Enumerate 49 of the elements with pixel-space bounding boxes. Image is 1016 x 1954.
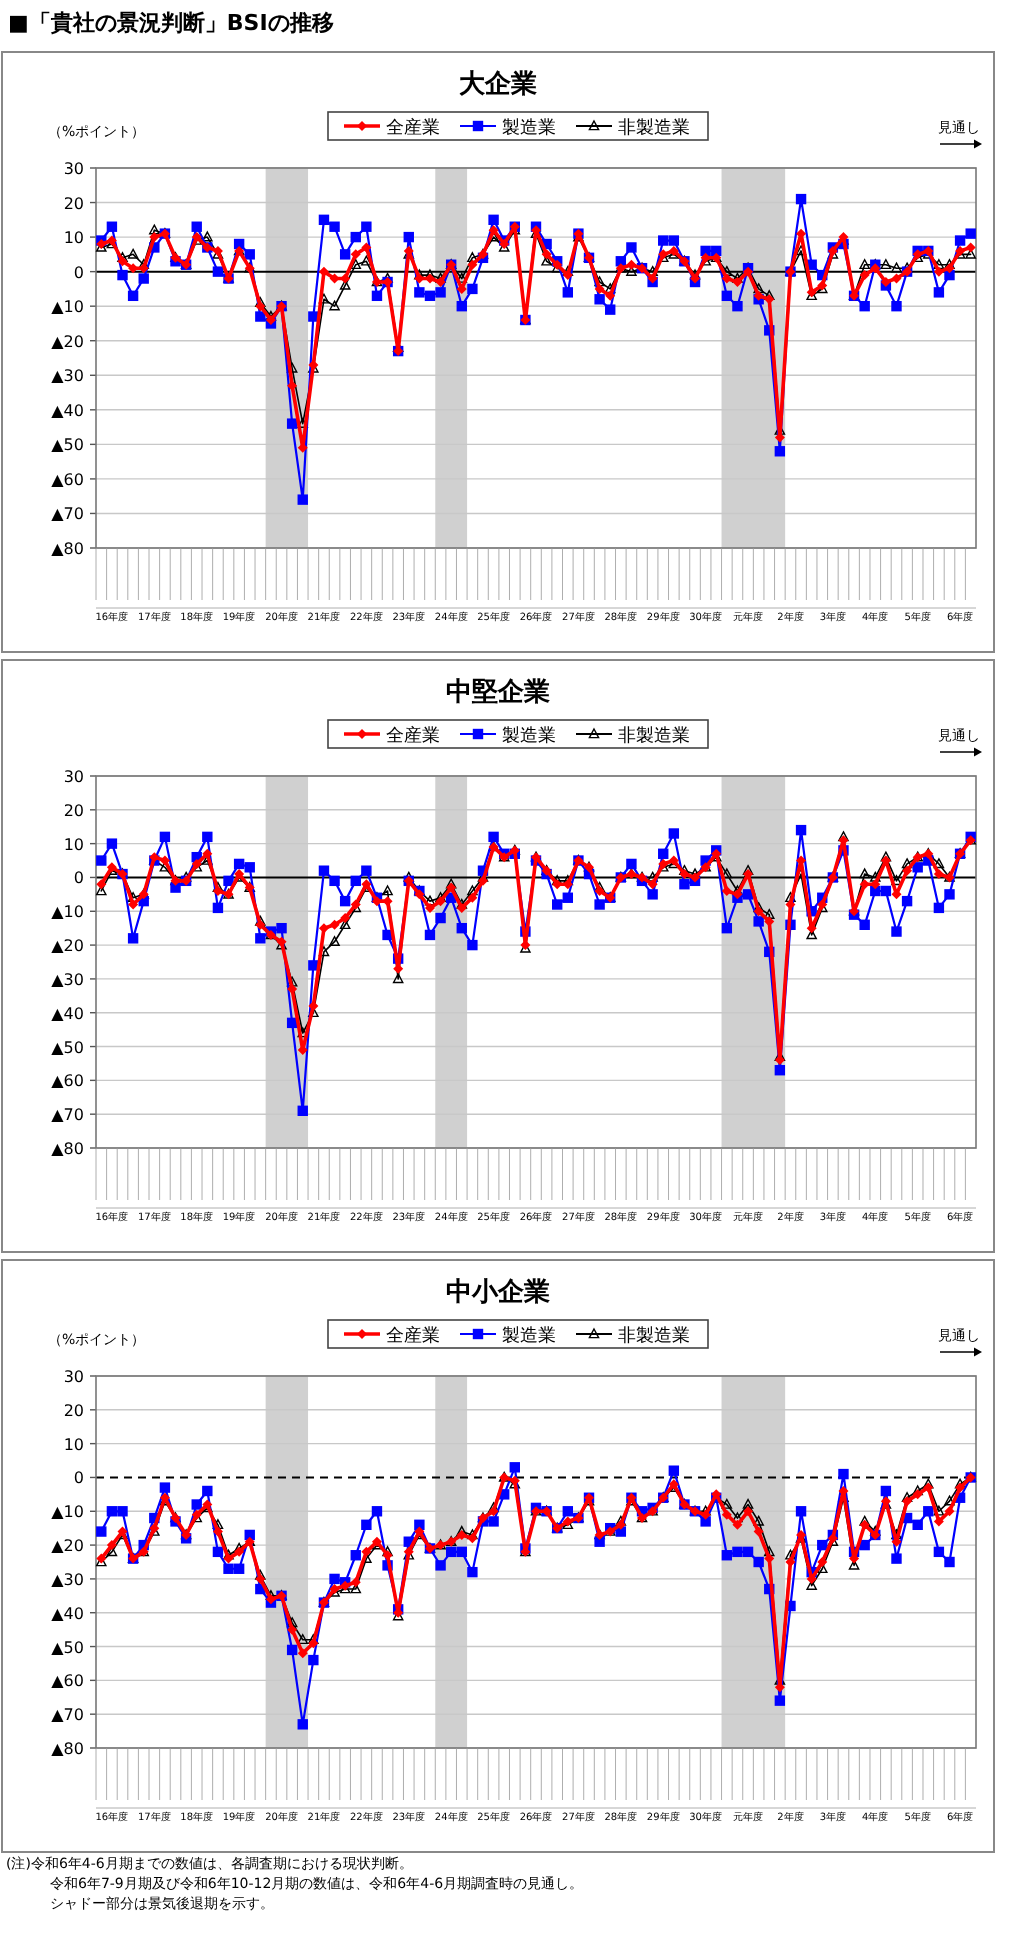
- y-tick-label: ▲20: [51, 1537, 84, 1556]
- y-tick-label: ▲70: [51, 505, 84, 524]
- chart-subtitle: 大企業: [459, 70, 537, 100]
- y-tick-label: 10: [63, 1435, 84, 1454]
- y-tick-label: 20: [63, 801, 84, 820]
- legend-label: 非製造業: [618, 725, 690, 747]
- legend-label: 製造業: [502, 117, 556, 139]
- y-tick-label: ▲80: [51, 540, 84, 558]
- y-tick-label: ▲50: [51, 436, 84, 455]
- y-tick-label: ▲30: [51, 970, 84, 989]
- y-tick-label: 10: [63, 229, 84, 248]
- y-tick-label: ▲60: [51, 1672, 84, 1691]
- y-tick-label: ▲10: [51, 903, 84, 922]
- legend-label: 全産業: [386, 117, 440, 139]
- y-tick-label: ▲50: [51, 1638, 84, 1657]
- chart-title: 中小企業: [446, 1278, 550, 1308]
- y-tick-label: ▲40: [51, 401, 84, 420]
- legend-label: 非製造業: [618, 117, 690, 139]
- y-tick-label: ▲30: [51, 1570, 84, 1589]
- legend-label: 全産業: [386, 725, 440, 747]
- y-tick-label: ▲30: [51, 367, 84, 386]
- legend-label: 非製造業: [618, 1325, 690, 1347]
- legend-label: 製造業: [502, 725, 556, 747]
- y-tick-label: ▲20: [51, 937, 84, 956]
- y-tick-label: 20: [63, 194, 84, 213]
- legend-label: 全産業: [386, 1325, 440, 1347]
- y-tick-label: ▲10: [51, 298, 84, 317]
- y-tick-label: ▲40: [51, 1604, 84, 1623]
- y-tick-label: ▲50: [51, 1038, 84, 1057]
- y-tick-label: ▲70: [51, 1706, 84, 1725]
- chart-title: 中堅企業: [446, 678, 550, 708]
- y-tick-label: ▲80: [51, 1140, 84, 1158]
- y-tick-label: 30: [63, 1368, 84, 1386]
- y-tick-label: ▲40: [51, 1004, 84, 1023]
- y-tick-label: 30: [63, 768, 84, 786]
- legend-label: 製造業: [502, 1325, 556, 1347]
- y-tick-label: 20: [63, 1401, 84, 1420]
- y-tick-label: ▲80: [51, 1740, 84, 1758]
- y-tick-label: 30: [63, 160, 84, 178]
- y-tick-label: ▲60: [51, 1072, 84, 1091]
- y-tick-label: ▲20: [51, 332, 84, 351]
- y-tick-label: ▲10: [51, 1503, 84, 1522]
- chart-title: ■「貴社の景況判断」BSIの推移: [8, 10, 334, 36]
- y-tick-label: ▲70: [51, 1106, 84, 1125]
- y-tick-label: 0: [73, 1469, 84, 1488]
- y-tick-label: ▲60: [51, 470, 84, 489]
- y-tick-label: 0: [73, 263, 84, 282]
- y-tick-label: 10: [63, 835, 84, 854]
- y-tick-label: 0: [73, 869, 84, 888]
